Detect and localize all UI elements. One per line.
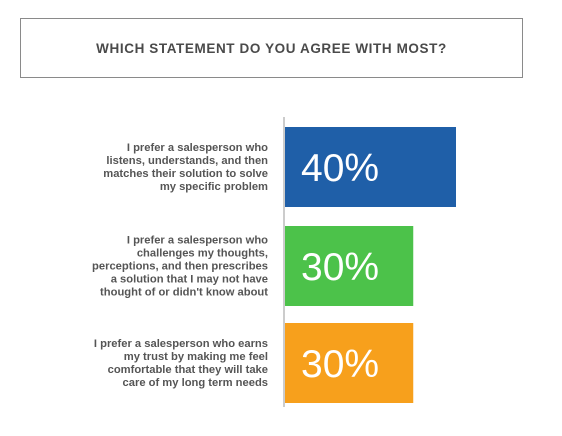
bar-value-label-2: 30% [301,246,379,289]
category-label-line: listens, understands, and then [106,155,268,167]
bar-3 [285,323,414,403]
chart-title-box: WHICH STATEMENT DO YOU AGREE WITH MOST? [20,18,523,78]
category-label-line: challenges my thoughts, [137,248,268,260]
category-label-line: perceptions, and then prescribes [92,261,268,273]
category-label-1: I prefer a salesperson who listens, under… [103,142,268,193]
bar-value-label-1: 40% [301,147,379,190]
category-label-line: I prefer a salesperson who [127,142,268,154]
chart-title: WHICH STATEMENT DO YOU AGREE WITH MOST? [96,40,447,56]
bar-2 [285,226,414,306]
category-label-line: I prefer a salesperson who [127,235,268,247]
category-label-2: I prefer a salesperson who challenges my … [92,235,268,299]
category-label-line: matches their solution to solve [103,168,268,180]
category-label-line: thought of or didn't know about [100,287,268,299]
category-label-line: a solution that I may not have [111,274,268,286]
category-label-line: my specific problem [160,181,268,193]
category-label-3: I prefer a salesperson who earns my trust… [94,338,268,389]
category-label-line: comfortable that they will take [108,364,268,376]
bar-value-label-3: 30% [301,343,379,386]
bar-1 [285,127,456,207]
category-label-line: care of my long term needs [123,377,268,389]
category-label-line: I prefer a salesperson who earns [94,338,268,350]
category-label-line: my trust by making me feel [124,351,268,363]
